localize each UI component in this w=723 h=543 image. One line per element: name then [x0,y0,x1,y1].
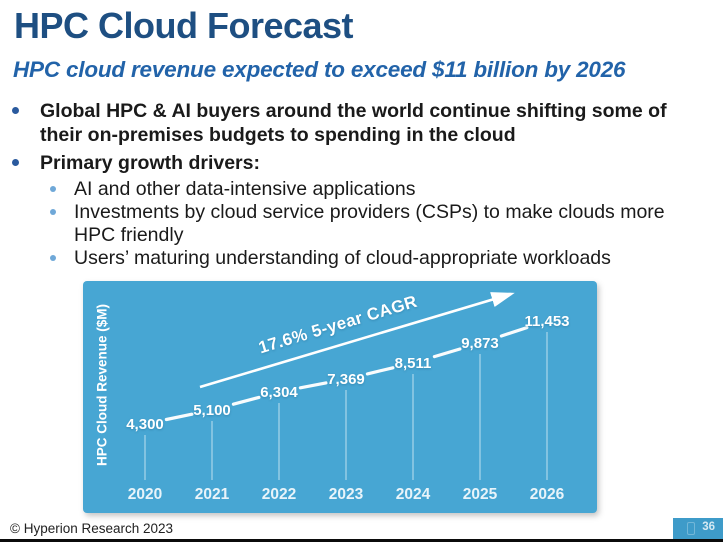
slide-subtitle: HPC cloud revenue expected to exceed $11… [13,57,626,82]
data-point-label: 11,453 [524,313,570,330]
bullet-text: Primary growth drivers: [40,152,260,174]
bullet-item: Global HPC & AI buyers around the world … [0,99,680,147]
bullet-dot-icon [12,107,19,114]
bullet-dot-icon [12,159,19,166]
page-number: 36 [702,521,715,533]
bullet-dot-icon [50,255,56,261]
sub-bullet-text: Users’ maturing understanding of cloud-a… [74,247,611,269]
x-axis-tick: 2020 [127,486,163,503]
bottom-divider [0,539,723,542]
bullet-text: Global HPC & AI buyers around the world … [40,100,667,146]
sub-bullet-item: Investments by cloud service providers (… [0,201,723,247]
data-point-label: 9,873 [461,335,499,352]
hyperion-logo-icon [687,522,695,535]
cagr-arrow-icon [199,292,515,389]
x-axis-tick: 2023 [328,486,364,503]
chart-canvas [144,292,548,480]
data-point-label: 7,369 [327,371,365,388]
sub-bullet-text: Investments by cloud service providers (… [74,201,665,246]
y-axis-label: HPC Cloud Revenue ($M) [94,303,110,467]
bullet-dot-icon [50,209,56,215]
data-point-label: 6,304 [260,384,298,401]
bullet-item: Primary growth drivers: [0,151,680,175]
x-axis-tick: 2026 [529,486,565,503]
sub-bullet-item: Users’ maturing understanding of cloud-a… [0,247,723,270]
x-axis-tick: 2025 [462,486,498,503]
data-point-label: 4,300 [126,416,164,433]
revenue-line-chart: HPC Cloud Revenue ($M) 17.6% 5-year CAGR… [83,281,597,513]
trend-line-segments [164,325,529,422]
drop-lines [144,332,548,480]
copyright-text: © Hyperion Research 2023 [10,521,174,536]
page-number-badge: 36 [673,518,723,539]
x-axis-tick: 2021 [194,486,230,503]
sub-bullet-item: AI and other data-intensive applications [0,178,723,201]
sub-bullet-text: AI and other data-intensive applications [74,178,416,200]
slide-title: HPC Cloud Forecast [14,5,354,46]
bullet-dot-icon [50,186,56,192]
x-axis-tick: 2022 [261,486,297,503]
data-point-label: 5,100 [193,402,231,419]
bullet-list: Global HPC & AI buyers around the world … [0,99,723,270]
x-axis-tick: 2024 [395,486,431,503]
data-point-label: 8,511 [394,355,432,372]
